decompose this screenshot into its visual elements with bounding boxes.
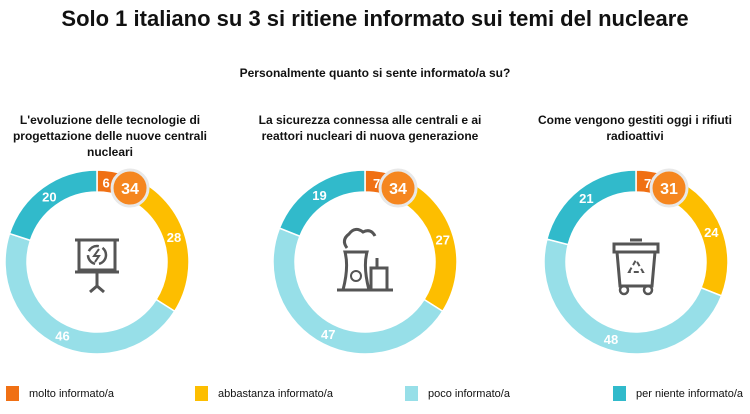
- legend-molto: molto informato/a: [6, 386, 114, 401]
- data-label: 27: [436, 232, 450, 247]
- total-informed-value: 31: [660, 181, 678, 198]
- data-label: 48: [604, 332, 618, 347]
- data-label: 7: [644, 176, 651, 191]
- legend-label: poco informato/a: [428, 387, 510, 400]
- total-informed-value: 34: [121, 181, 139, 198]
- legend-label: per niente informato/a: [636, 387, 744, 400]
- recycling-bin-icon: [612, 238, 660, 296]
- legend-swatch: [613, 386, 626, 401]
- donut-chart-2: 7 27 47 19 34: [272, 168, 458, 355]
- chart-title-3: Come vengono gestiti oggi i rifiuti radi…: [538, 113, 732, 143]
- total-informed-badge: [110, 168, 150, 208]
- presentation-board-icon: [75, 238, 119, 294]
- question-subtitle: Personalmente quanto si sente informato/…: [239, 66, 511, 80]
- donut-segment: [278, 169, 366, 238]
- donut-segment: [8, 169, 98, 242]
- chart-title-2: La sicurezza connessa alle centrali e ai…: [258, 113, 482, 143]
- legend-swatch: [6, 386, 19, 401]
- data-label: 19: [312, 188, 326, 203]
- chart-title-1: L'evoluzione delle tecnologie di progett…: [12, 113, 208, 159]
- donut-segment: [543, 238, 723, 355]
- page-title: Solo 1 italiano su 3 si ritiene informat…: [61, 6, 689, 31]
- total-informed-badge: [378, 168, 418, 208]
- data-label: 28: [167, 230, 181, 245]
- total-informed-badge: [649, 168, 689, 208]
- legend-poco: poco informato/a: [405, 386, 510, 401]
- data-label: 21: [579, 191, 593, 206]
- legend-label: abbastanza informato/a: [218, 387, 333, 400]
- data-label: 20: [42, 189, 56, 204]
- legend-abbastanza: abbastanza informato/a: [195, 386, 333, 401]
- data-label: 6: [103, 175, 110, 190]
- legend-swatch: [405, 386, 418, 401]
- legend-swatch: [195, 386, 208, 401]
- data-label: 7: [373, 176, 380, 191]
- nuclear-plant-icon: [337, 227, 393, 292]
- legend-per-niente: per niente informato/a: [613, 386, 743, 401]
- data-label: 46: [55, 328, 69, 343]
- data-label: 47: [321, 327, 335, 342]
- data-label: 24: [704, 225, 719, 240]
- donut-chart-1: 6 28 46 20 34: [4, 168, 190, 355]
- legend-label: molto informato/a: [29, 387, 114, 400]
- donut-segment: [545, 169, 637, 246]
- donut-chart-3: 7 24 48 21 31: [543, 168, 729, 355]
- total-informed-value: 34: [389, 181, 407, 198]
